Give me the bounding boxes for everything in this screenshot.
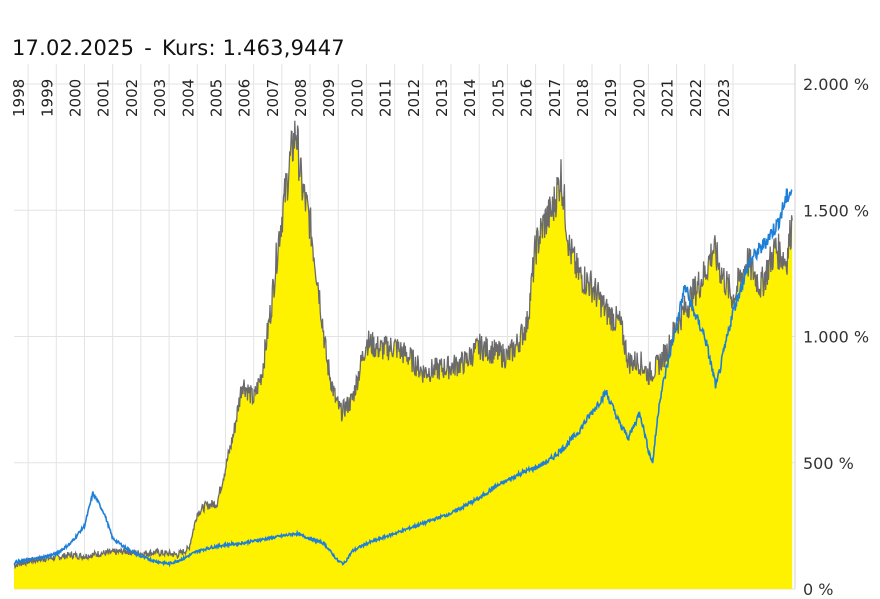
x-tick-label: 2015 — [489, 79, 507, 117]
x-tick-label: 2012 — [405, 79, 423, 117]
header-date: 17.02.2025 — [12, 36, 135, 60]
x-tick-label: 2011 — [377, 79, 395, 117]
x-tick-label: 2009 — [320, 79, 338, 117]
x-tick-label: 2017 — [546, 79, 564, 117]
x-tick-label: 2021 — [659, 79, 677, 117]
x-tick-label: 2006 — [236, 79, 254, 117]
header-kurs-label: Kurs: — [162, 36, 216, 60]
x-tick-label: 2023 — [715, 79, 733, 117]
x-tick-label: 2016 — [518, 79, 536, 117]
y-tick-label: 500 % — [803, 454, 854, 473]
x-tick-label: 2008 — [292, 79, 310, 117]
x-tick-label: 1999 — [38, 79, 56, 117]
x-tick-label: 2014 — [461, 79, 479, 117]
chart-header: 17.02.2025- Kurs: 1.463,9447 — [12, 36, 345, 60]
x-tick-label: 2010 — [348, 79, 366, 117]
y-tick-label: 2.000 % — [803, 75, 869, 94]
x-tick-label: 1998 — [10, 79, 28, 117]
x-tick-label: 2013 — [433, 79, 451, 117]
x-tick-label: 2005 — [207, 79, 225, 117]
series-benchmark-line — [13, 188, 793, 568]
x-tick-label: 2001 — [95, 79, 113, 117]
y-tick-label: 0 % — [803, 580, 833, 599]
x-tick-label: 2004 — [179, 79, 197, 117]
x-tick-label: 2007 — [264, 79, 282, 117]
series-area-fill — [14, 120, 793, 589]
axis-layer: 0 % 500 % 1.000 % 1.500 % 2.000 % 1998 1999 200… — [10, 75, 869, 599]
x-tick-label: 2022 — [687, 79, 705, 117]
y-tick-label: 1.000 % — [803, 328, 869, 347]
y-tick-label: 1.500 % — [803, 201, 869, 220]
header-kurs-value: 1.463,9447 — [222, 36, 345, 60]
x-tick-label: 2002 — [123, 79, 141, 117]
x-tick-label: 2003 — [151, 79, 169, 117]
line-layer — [13, 120, 793, 570]
header-separator: - — [144, 36, 153, 60]
area-layer — [14, 120, 793, 589]
x-tick-label: 2018 — [574, 79, 592, 117]
x-tick-label: 2020 — [630, 79, 648, 117]
x-tick-label: 2019 — [602, 79, 620, 117]
x-tick-label: 2000 — [66, 79, 84, 117]
